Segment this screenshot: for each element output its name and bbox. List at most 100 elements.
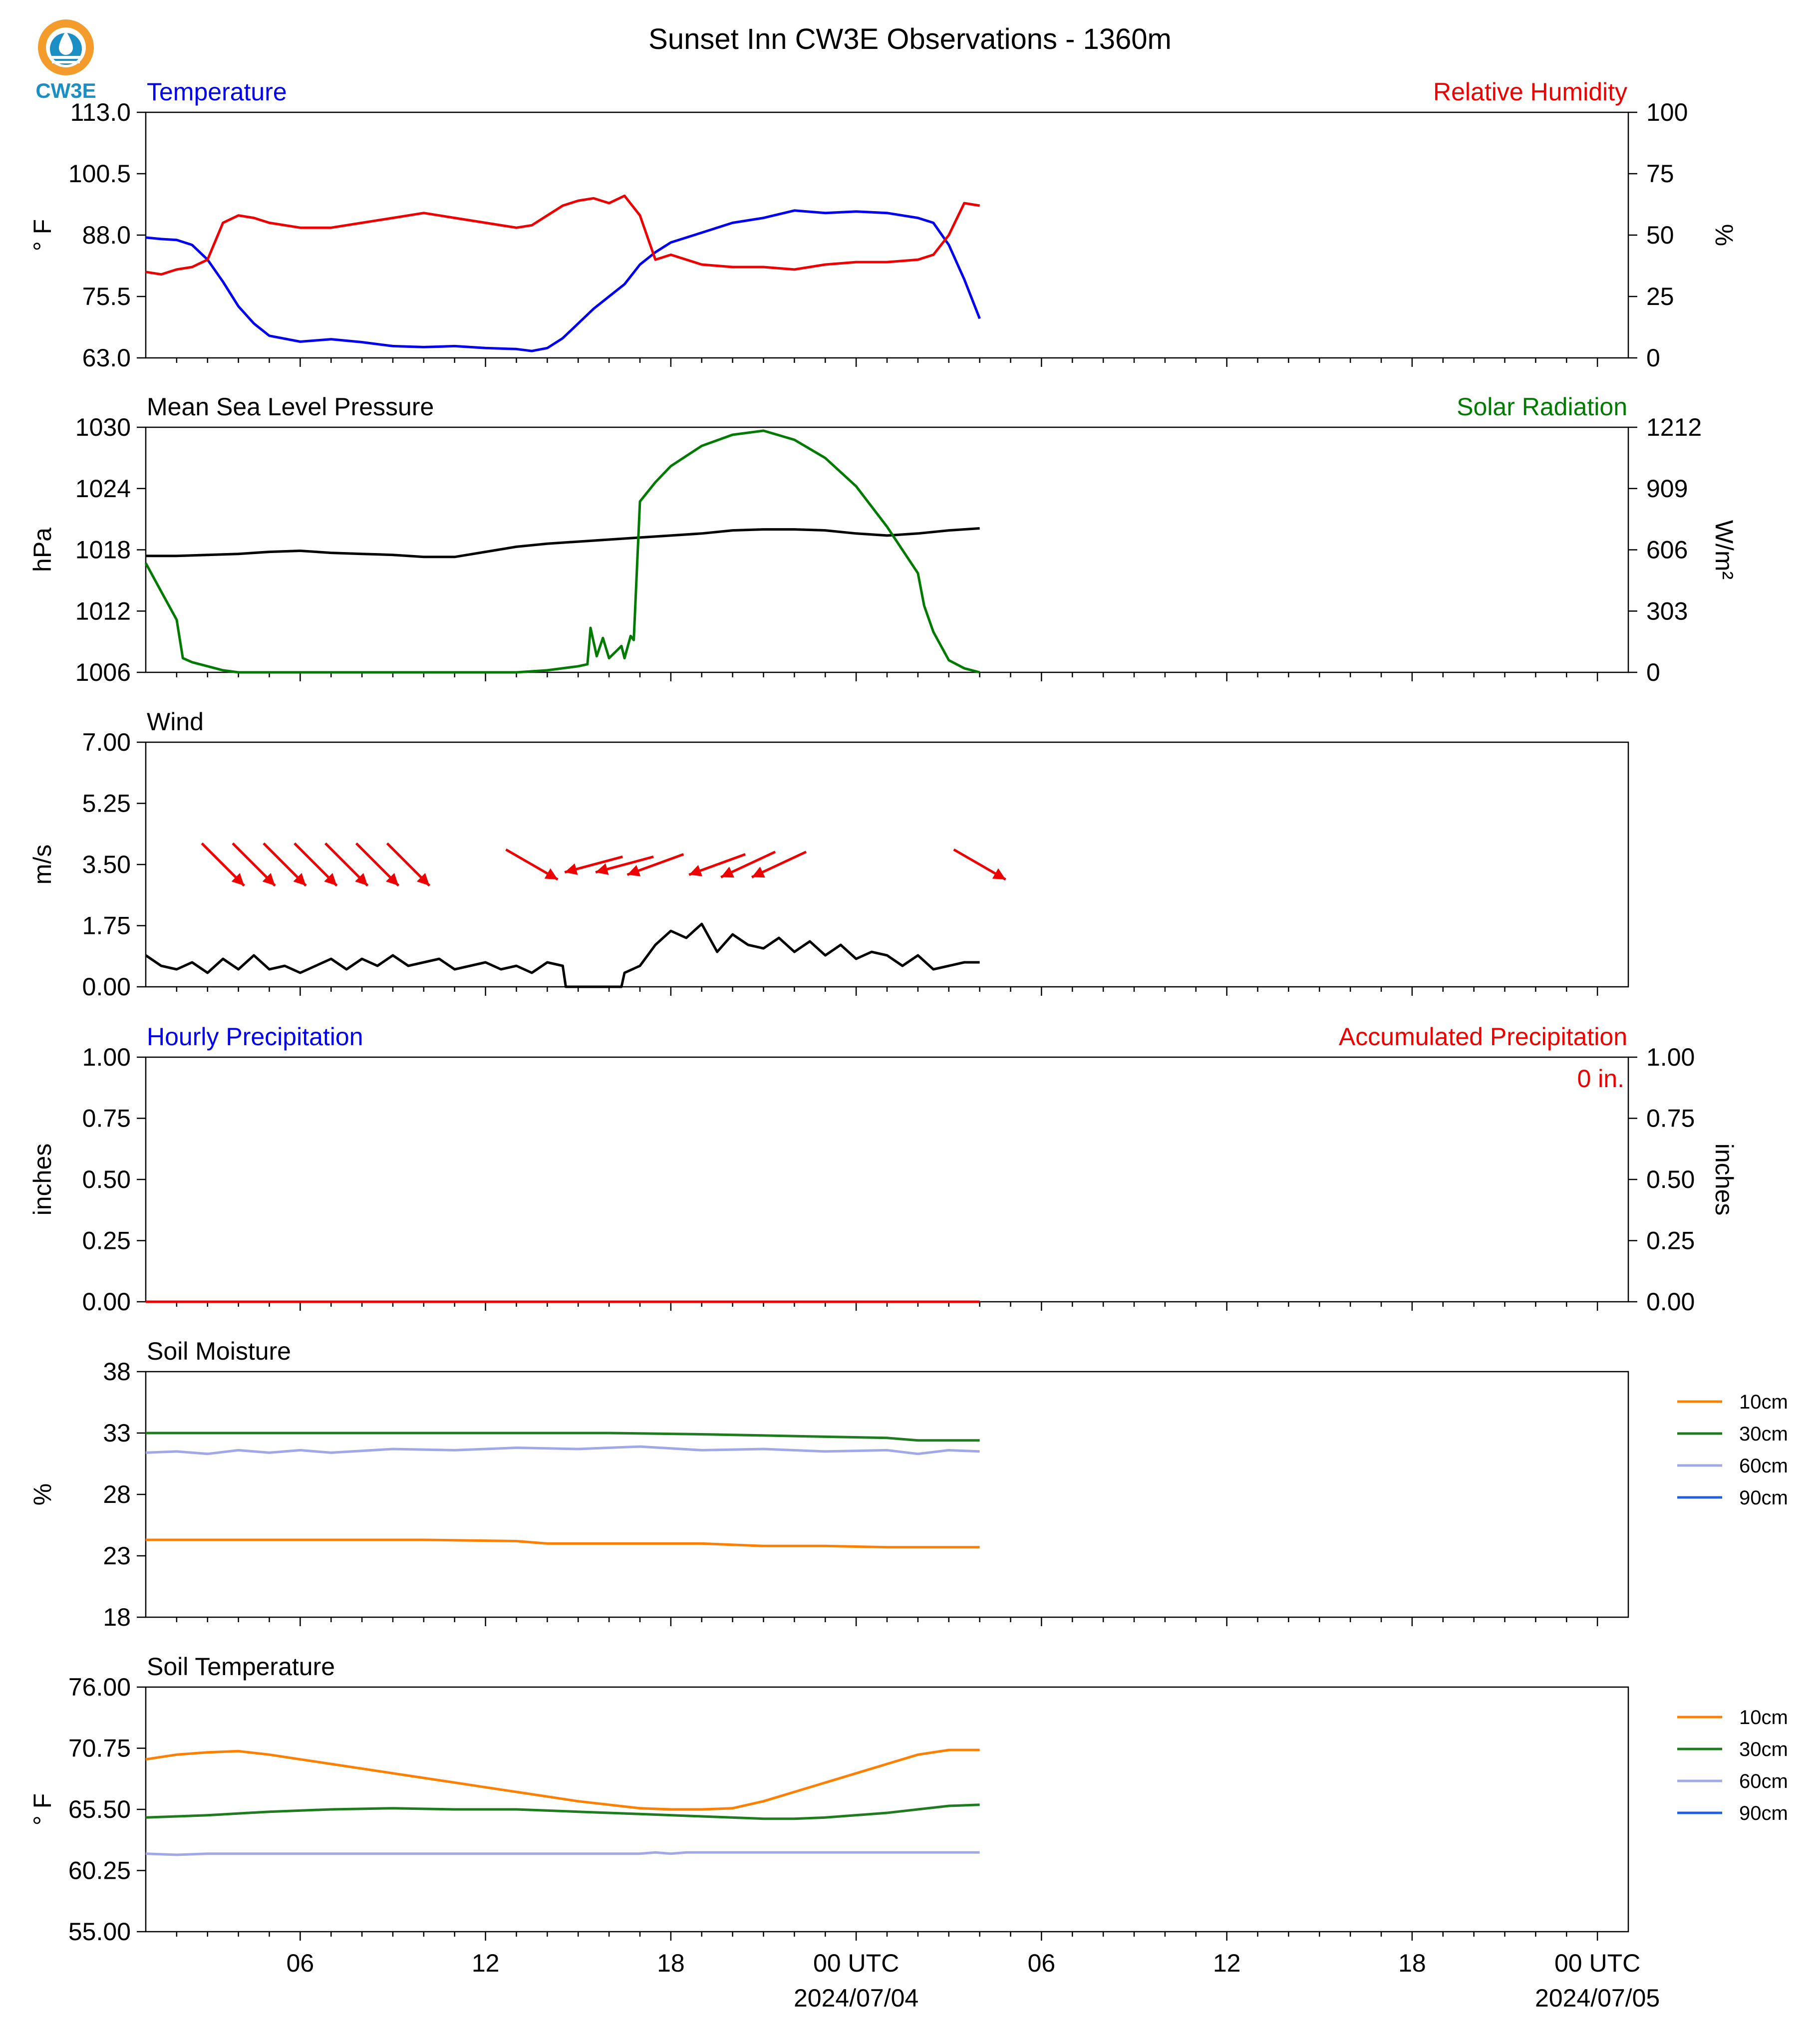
y-tick-label: 65.50 bbox=[68, 1795, 131, 1823]
wind-arrow-head bbox=[386, 872, 399, 886]
y-tick-label: 18 bbox=[103, 1603, 131, 1631]
panel-soil_temp: Soil Temperature 55.00 60.25 65.50 70.75 76.0… bbox=[28, 1653, 1788, 1946]
x-tick-date-label: 2024/07/05 bbox=[1535, 1984, 1660, 2012]
panel-title-left: Mean Sea Level Pressure bbox=[147, 393, 434, 421]
series-line-30cm bbox=[145, 1803, 980, 1820]
x-tick-label: 12 bbox=[472, 1949, 500, 1977]
x-tick-date-label: 2024/07/04 bbox=[794, 1984, 918, 2012]
y-axis-label: m/s bbox=[28, 845, 56, 885]
series-line-30cm bbox=[146, 1432, 980, 1442]
y-tick-label: 63.0 bbox=[82, 344, 131, 372]
y-tick-label-right: 0 bbox=[1646, 658, 1660, 686]
x-tick-label: 18 bbox=[1398, 1949, 1426, 1977]
y-tick-label: 7.00 bbox=[82, 728, 131, 756]
y-axis-label: hPa bbox=[28, 528, 56, 572]
y-tick-label: 76.00 bbox=[68, 1673, 131, 1701]
y-tick-label-right: 25 bbox=[1646, 283, 1674, 310]
y-tick-label-right: 1212 bbox=[1646, 413, 1702, 441]
legend-label: 30cm bbox=[1739, 1423, 1788, 1445]
panel-title-left: Hourly Precipitation bbox=[147, 1023, 363, 1051]
legend-label: 10cm bbox=[1739, 1707, 1788, 1729]
wind-arrow-head bbox=[992, 868, 1006, 879]
y-axis-label-right: % bbox=[1710, 224, 1738, 246]
logo-wave-1 bbox=[50, 56, 82, 59]
series-line-60cm bbox=[145, 1851, 980, 1856]
y-axis-label: inches bbox=[28, 1144, 56, 1216]
y-tick-label-right: 0.50 bbox=[1646, 1165, 1695, 1193]
y-tick-label: 3.50 bbox=[82, 851, 131, 878]
wind-arrow-head bbox=[262, 872, 275, 886]
wind-arrow-head bbox=[324, 872, 337, 886]
wind-arrow-head bbox=[416, 872, 430, 886]
legend-label: 60cm bbox=[1739, 1455, 1788, 1477]
figure-title: Sunset Inn CW3E Observations - 1360m bbox=[648, 23, 1172, 55]
y-tick-label: 38 bbox=[103, 1358, 131, 1386]
cw3e-logo: CW3E bbox=[35, 19, 96, 102]
panel-title-left: Temperature bbox=[147, 78, 287, 106]
plot-frame bbox=[145, 426, 1629, 673]
y-tick-label: 100.5 bbox=[68, 160, 131, 188]
x-tick-label: 18 bbox=[657, 1949, 685, 1977]
panel-soil_moisture: Soil Moisture 18 23 28 33 38% 10cm 30cm 60cm 90cm bbox=[28, 1337, 1788, 1631]
panel-title-left: Wind bbox=[147, 708, 204, 736]
y-tick-label-right: 50 bbox=[1646, 221, 1674, 249]
wind-arrow-head bbox=[627, 865, 641, 876]
y-tick-label: 55.00 bbox=[68, 1918, 131, 1946]
x-tick-label: 06 bbox=[1028, 1949, 1056, 1977]
y-tick-label-right: 0 bbox=[1646, 344, 1660, 372]
y-tick-label: 28 bbox=[103, 1480, 131, 1508]
y-tick-label-right: 1.00 bbox=[1646, 1043, 1695, 1071]
legend-label: 60cm bbox=[1739, 1770, 1788, 1792]
y-tick-label: 1030 bbox=[75, 413, 131, 441]
x-tick-label: 00 UTC bbox=[1554, 1949, 1640, 1977]
panel-pressure_solar: Mean Sea Level Pressure Solar Radiation 10… bbox=[28, 393, 1738, 686]
wind-arrow-head bbox=[721, 867, 735, 878]
plot-frame bbox=[145, 1056, 1629, 1303]
y-tick-label-right: 0.00 bbox=[1646, 1288, 1695, 1316]
panel-title-right: Accumulated Precipitation bbox=[1339, 1023, 1627, 1051]
wind-arrow-head bbox=[689, 865, 702, 876]
wind-arrow-head bbox=[565, 863, 578, 875]
y-tick-label: 33 bbox=[103, 1419, 131, 1447]
panel-wind: Wind 0.00 1.75 3.50 5.25 7.00 m/s bbox=[28, 708, 1629, 1001]
y-axis-label-right: W/m² bbox=[1710, 520, 1738, 579]
y-tick-label-right: 303 bbox=[1646, 597, 1688, 625]
panel-title-left: Soil Moisture bbox=[147, 1337, 291, 1365]
logo-text: CW3E bbox=[35, 79, 96, 102]
legend-label: 10cm bbox=[1739, 1391, 1788, 1413]
wind-arrow-head bbox=[293, 872, 306, 886]
panel-title-right: Relative Humidity bbox=[1433, 78, 1627, 106]
series-line-10cm bbox=[145, 1748, 980, 1811]
y-tick-label-right: 75 bbox=[1646, 160, 1674, 188]
series-line-mean-sea-level-pressure bbox=[146, 527, 980, 559]
y-tick-label-right: 0.75 bbox=[1646, 1105, 1695, 1133]
series-line-relative-humidity bbox=[145, 194, 980, 276]
panel-temp_rh: Temperature Relative Humidity 63.0 75.5 88.0… bbox=[28, 78, 1738, 372]
series-line-60cm bbox=[145, 1445, 980, 1455]
wind-arrow-head bbox=[544, 868, 558, 879]
y-tick-label-right: 100 bbox=[1646, 98, 1688, 126]
y-tick-label: 0.25 bbox=[82, 1227, 131, 1255]
y-tick-label-right: 0.25 bbox=[1646, 1227, 1695, 1255]
y-tick-label-right: 606 bbox=[1646, 536, 1688, 564]
series-line-solar-radiation bbox=[144, 429, 980, 674]
y-tick-label: 60.25 bbox=[68, 1857, 131, 1885]
legend-label: 30cm bbox=[1739, 1738, 1788, 1760]
y-tick-label: 1012 bbox=[75, 597, 131, 625]
wind-arrow-head bbox=[752, 867, 765, 878]
y-tick-label: 0.50 bbox=[82, 1165, 131, 1193]
y-tick-label: 88.0 bbox=[82, 221, 131, 249]
y-tick-label: 70.75 bbox=[68, 1735, 131, 1762]
y-tick-label: 1.00 bbox=[82, 1043, 131, 1071]
plot-frame bbox=[145, 1371, 1629, 1618]
y-tick-label: 0.00 bbox=[82, 973, 131, 1001]
y-axis-label: % bbox=[28, 1483, 56, 1505]
legend-label: 90cm bbox=[1739, 1802, 1788, 1824]
y-tick-label: 5.25 bbox=[82, 790, 131, 818]
legend-label: 90cm bbox=[1739, 1487, 1788, 1509]
x-tick-label: 06 bbox=[287, 1949, 314, 1977]
x-tick-label: 00 UTC bbox=[813, 1949, 899, 1977]
plot-frame bbox=[145, 741, 1629, 988]
wind-arrow-head bbox=[355, 872, 368, 886]
